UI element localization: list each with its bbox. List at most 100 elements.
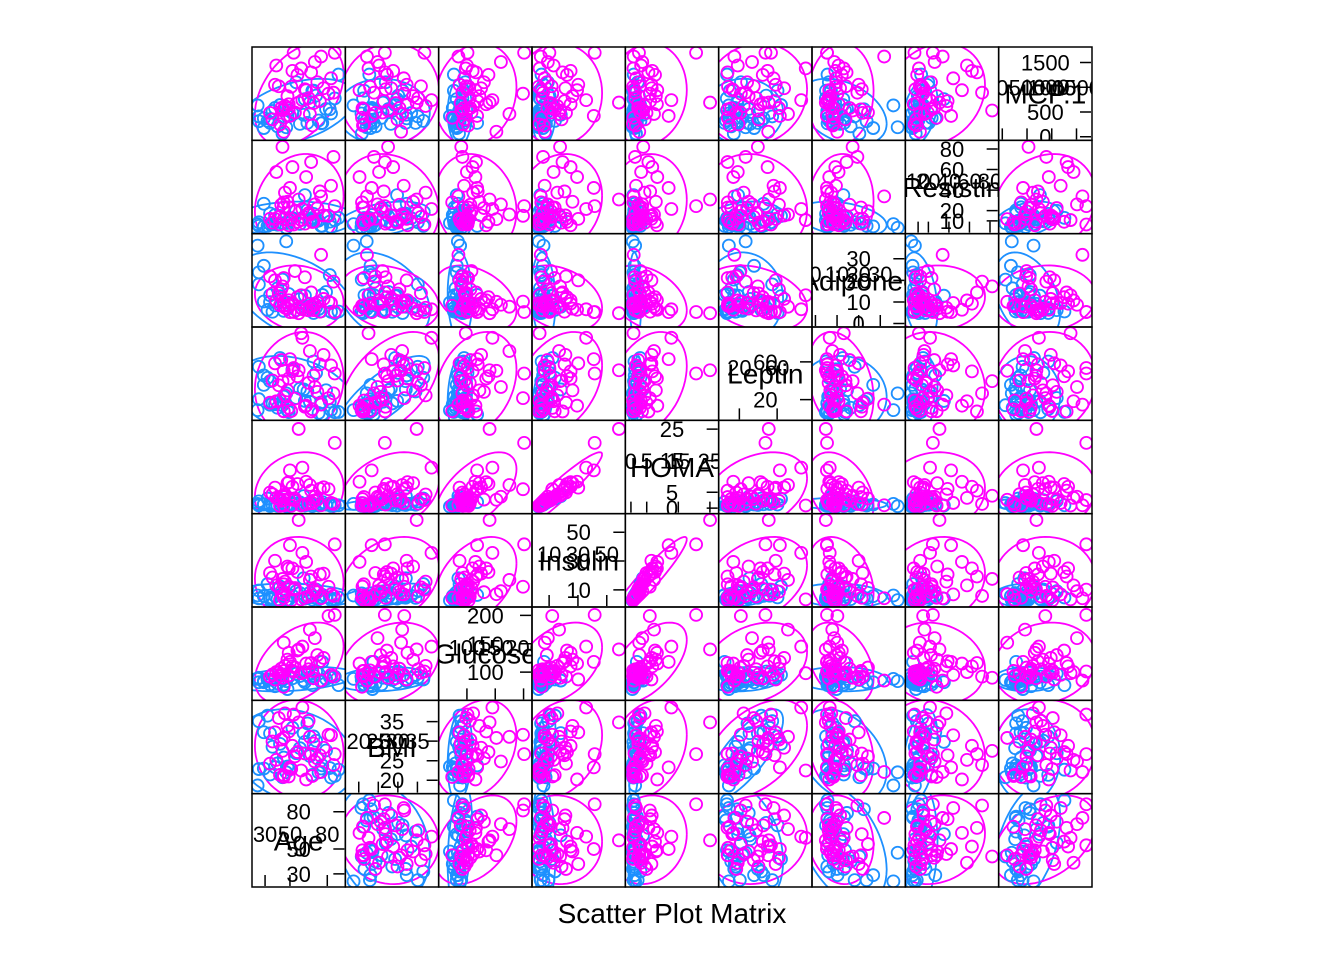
- data-point: [536, 720, 551, 735]
- data-point: [907, 47, 922, 60]
- data-point: [1075, 591, 1090, 606]
- data-point: [263, 395, 277, 410]
- data-point: [626, 189, 641, 204]
- data-point: [539, 648, 554, 662]
- data-point: [395, 299, 410, 314]
- data-point: [533, 49, 548, 64]
- data-point: [772, 282, 786, 297]
- data-point: [288, 391, 302, 406]
- data-point: [731, 735, 745, 749]
- confidence-ellipse: [718, 535, 808, 608]
- panel-Glucose-vs-BMI: [345, 607, 439, 701]
- data-point: [414, 209, 428, 224]
- data-point: [290, 643, 305, 658]
- data-point: [472, 476, 487, 491]
- data-point: [252, 98, 265, 113]
- data-point: [302, 622, 317, 637]
- data-point: [470, 184, 485, 199]
- data-point: [312, 654, 327, 669]
- data-point: [299, 555, 314, 569]
- confidence-ellipse: [532, 331, 603, 421]
- variable-label: Adiponec: [800, 265, 917, 296]
- data-point: [474, 740, 488, 755]
- data-point: [463, 732, 478, 747]
- data-point: [395, 478, 410, 492]
- confidence-ellipse: [252, 200, 346, 234]
- diag-tick-label: 1000: [1021, 75, 1070, 100]
- data-point: [485, 93, 500, 107]
- data-point: [359, 234, 374, 249]
- data-point: [626, 247, 641, 262]
- data-point: [327, 47, 342, 60]
- data-point: [912, 124, 927, 139]
- confidence-ellipse: [252, 708, 346, 794]
- data-point: [721, 212, 735, 227]
- diag-tick-label-x: 30: [868, 262, 892, 287]
- data-point: [975, 497, 989, 511]
- data-point: [1079, 361, 1093, 375]
- data-point: [560, 67, 574, 82]
- data-point: [367, 150, 381, 164]
- confidence-ellipse: [345, 451, 439, 514]
- data-point: [703, 192, 717, 207]
- data-point: [299, 474, 314, 489]
- data-point: [726, 474, 741, 489]
- data-point: [927, 101, 942, 115]
- data-point: [767, 184, 782, 199]
- confidence-ellipse: [532, 153, 603, 234]
- data-point: [386, 364, 401, 379]
- data-point: [1043, 347, 1058, 362]
- data-point: [533, 765, 548, 779]
- data-point: [252, 778, 265, 793]
- data-point: [1059, 404, 1074, 419]
- data-point: [720, 155, 735, 169]
- data-point: [269, 293, 284, 308]
- data-point: [628, 91, 643, 106]
- data-point: [935, 498, 950, 513]
- data-point: [946, 358, 961, 373]
- data-point: [912, 61, 926, 76]
- data-point: [751, 286, 766, 301]
- data-point: [886, 778, 901, 793]
- data-point: [301, 713, 316, 728]
- data-point: [643, 654, 658, 669]
- data-point: [861, 581, 875, 595]
- data-point: [516, 482, 530, 497]
- diag-tick-label-x: 35: [405, 729, 429, 754]
- data-point: [536, 758, 550, 772]
- panel-HOMA-vs-Age: [252, 422, 346, 514]
- diag-tick-label-x: 50: [595, 542, 619, 567]
- data-point: [932, 513, 947, 527]
- data-point: [661, 109, 676, 123]
- data-point: [915, 492, 930, 506]
- data-point: [285, 659, 300, 674]
- data-point: [1047, 356, 1062, 371]
- data-point: [1012, 373, 1027, 388]
- data-point: [271, 209, 286, 224]
- data-point: [482, 192, 497, 207]
- panel-Adiponectin-vs-Age: [252, 234, 346, 328]
- confidence-ellipse: [998, 251, 1062, 328]
- data-point: [886, 588, 901, 603]
- data-point: [302, 344, 317, 358]
- data-point: [269, 165, 284, 179]
- data-point: [252, 403, 265, 418]
- data-point: [284, 404, 299, 418]
- data-point: [276, 635, 291, 650]
- panel-Leptin-vs-HOMA: [625, 327, 717, 421]
- data-point: [940, 357, 955, 372]
- data-point: [314, 673, 328, 688]
- data-point: [392, 661, 407, 676]
- data-point: [633, 209, 647, 224]
- data-point: [517, 305, 532, 319]
- data-point: [910, 565, 925, 579]
- data-point: [822, 639, 837, 654]
- data-point: [319, 285, 333, 299]
- panel-MCP.1-vs-HOMA: [625, 47, 717, 141]
- data-point: [310, 751, 325, 766]
- data-point: [645, 64, 660, 78]
- data-point: [291, 363, 306, 378]
- data-point: [579, 93, 594, 107]
- data-point: [352, 555, 367, 569]
- data-point: [463, 282, 478, 297]
